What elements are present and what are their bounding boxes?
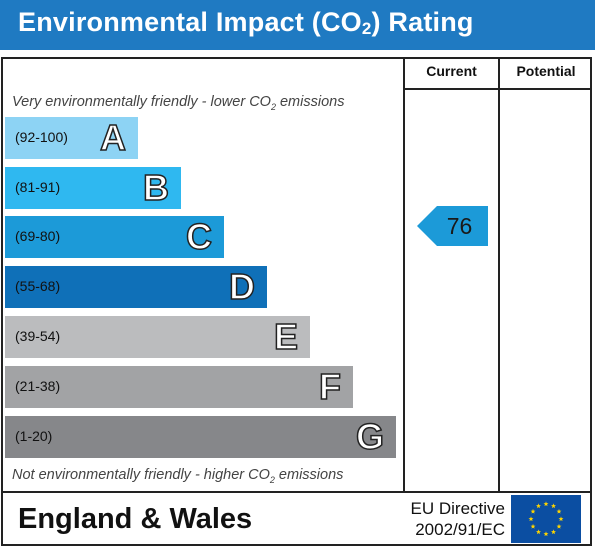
- caption-top: Very environmentally friendly - lower CO…: [12, 94, 345, 112]
- band-d: (55-68) D: [5, 266, 267, 308]
- caption-bottom: Not environmentally friendly - higher CO…: [12, 467, 344, 485]
- eu-flag-star: [551, 529, 556, 535]
- column-header-current: Current: [426, 63, 477, 79]
- band-e: (39-54) E: [5, 316, 310, 358]
- band-g: (1-20) G: [5, 416, 396, 458]
- band-d-range: (55-68): [15, 278, 61, 294]
- band-c: (69-80) C: [5, 216, 224, 258]
- eu-flag-star: [556, 508, 562, 514]
- eu-flag-star: [536, 503, 541, 509]
- band-g-letter: G: [355, 416, 385, 458]
- band-f-range: (21-38): [15, 378, 61, 394]
- band-a-range: (92-100): [15, 129, 68, 145]
- band-a: (92-100) A: [5, 117, 138, 159]
- chart-title: Environmental Impact (CO2) Rating: [18, 7, 474, 38]
- current-rating-value: 76: [446, 212, 473, 239]
- eu-flag-star: [551, 503, 556, 509]
- eu-flag-star: [558, 516, 564, 522]
- band-e-range: (39-54): [15, 328, 61, 344]
- band-e-letter: E: [273, 316, 299, 358]
- band-b-letter: B: [142, 167, 170, 209]
- eu-directive-line1: EU Directive: [410, 499, 505, 518]
- eu-flag-stars: [528, 501, 564, 537]
- divider-current-left: [403, 57, 405, 492]
- header-bar: Environmental Impact (CO2) Rating: [0, 0, 595, 50]
- eu-flag-star: [543, 501, 549, 507]
- divider-potential-left: [498, 57, 500, 492]
- eu-directive-text: EU Directive 2002/91/EC: [411, 498, 505, 540]
- band-b-range: (81-91): [15, 179, 61, 195]
- divider-footer-row: [1, 491, 592, 493]
- band-f-letter: F: [318, 366, 342, 408]
- eu-flag-star: [556, 523, 562, 529]
- rating-table-frame: [1, 57, 592, 546]
- eu-flag-star: [530, 508, 536, 514]
- eu-flag-star: [536, 529, 541, 535]
- current-rating-arrow: 76: [417, 206, 488, 246]
- current-rating-arrow-polygon: [417, 206, 488, 246]
- band-b: (81-91) B: [5, 167, 181, 209]
- footer-region-label: England & Wales: [18, 503, 253, 535]
- divider-header-row: [403, 88, 592, 90]
- eu-flag-star: [530, 523, 536, 529]
- column-header-potential: Potential: [516, 63, 576, 79]
- band-a-letter: A: [99, 117, 127, 159]
- band-c-letter: C: [185, 216, 213, 258]
- eu-directive-line2: 2002/91/EC: [415, 520, 505, 539]
- eu-flag-icon: [511, 495, 581, 543]
- eu-flag-star: [528, 516, 534, 522]
- band-g-range: (1-20): [15, 428, 53, 444]
- band-d-letter: D: [228, 266, 256, 308]
- band-c-range: (69-80): [15, 228, 61, 244]
- eu-flag-star: [543, 531, 549, 537]
- current-rating-arrow-shape: [417, 206, 488, 246]
- band-f: (21-38) F: [5, 366, 353, 408]
